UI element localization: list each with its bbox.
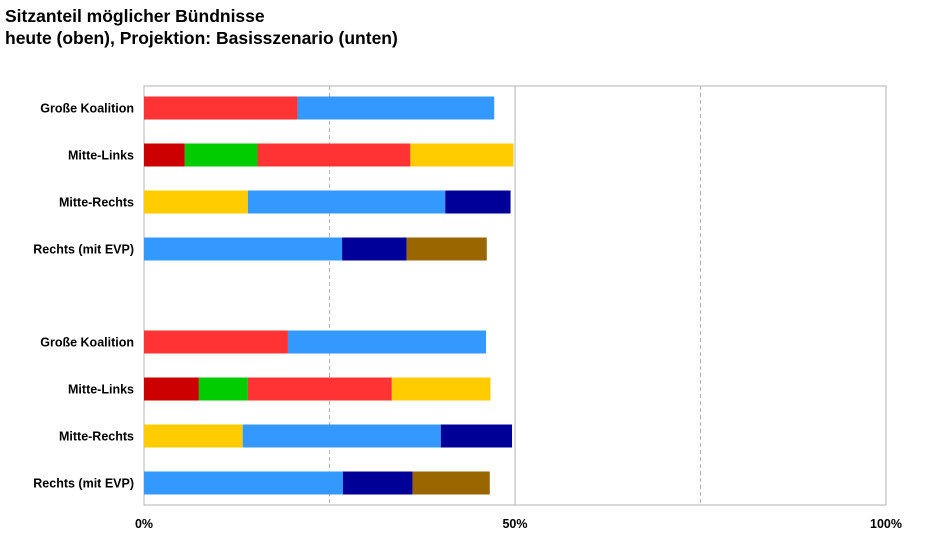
x-tick-label: 100% bbox=[870, 517, 902, 531]
bar-segment bbox=[184, 143, 258, 167]
bar-segment bbox=[144, 330, 288, 354]
bar-segment bbox=[257, 143, 411, 167]
category-label: Rechts (mit EVP) bbox=[33, 243, 134, 257]
bar-segment bbox=[287, 330, 487, 354]
bar-segment bbox=[445, 190, 511, 214]
bar-segment bbox=[144, 377, 199, 401]
category-label: Große Koalition bbox=[40, 336, 134, 350]
x-tick-label: 50% bbox=[502, 517, 527, 531]
bar-segment bbox=[406, 237, 487, 261]
bar-segment bbox=[297, 96, 495, 120]
bar-segment bbox=[144, 471, 343, 495]
bar-segment bbox=[144, 190, 248, 214]
bar-segment bbox=[410, 143, 514, 167]
bar-segment bbox=[247, 190, 446, 214]
category-label: Mitte-Rechts bbox=[59, 430, 134, 444]
bar-segment bbox=[242, 424, 441, 448]
bar-segment bbox=[247, 377, 392, 401]
category-label: Rechts (mit EVP) bbox=[33, 477, 134, 491]
category-label: Mitte-Links bbox=[68, 383, 134, 397]
category-label: Mitte-Rechts bbox=[59, 196, 134, 210]
bar-segment bbox=[144, 143, 185, 167]
chart-title-block: Sitzanteil möglicher Bündnisse heute (ob… bbox=[5, 5, 398, 49]
bar-segment bbox=[198, 377, 248, 401]
bar-segment bbox=[144, 96, 298, 120]
bar-segment bbox=[391, 377, 491, 401]
chart-subtitle: heute (oben), Projektion: Basisszenario … bbox=[5, 28, 398, 48]
category-label: Mitte-Links bbox=[68, 149, 134, 163]
bar-segment bbox=[144, 237, 343, 261]
chart-title: Sitzanteil möglicher Bündnisse bbox=[5, 6, 265, 26]
x-tick-label: 0% bbox=[135, 517, 153, 531]
bar-segment bbox=[412, 471, 490, 495]
bar-segment bbox=[440, 424, 513, 448]
bar-segment bbox=[342, 471, 413, 495]
bar-segment bbox=[342, 237, 407, 261]
bar-segment bbox=[144, 424, 243, 448]
category-label: Große Koalition bbox=[40, 102, 134, 116]
